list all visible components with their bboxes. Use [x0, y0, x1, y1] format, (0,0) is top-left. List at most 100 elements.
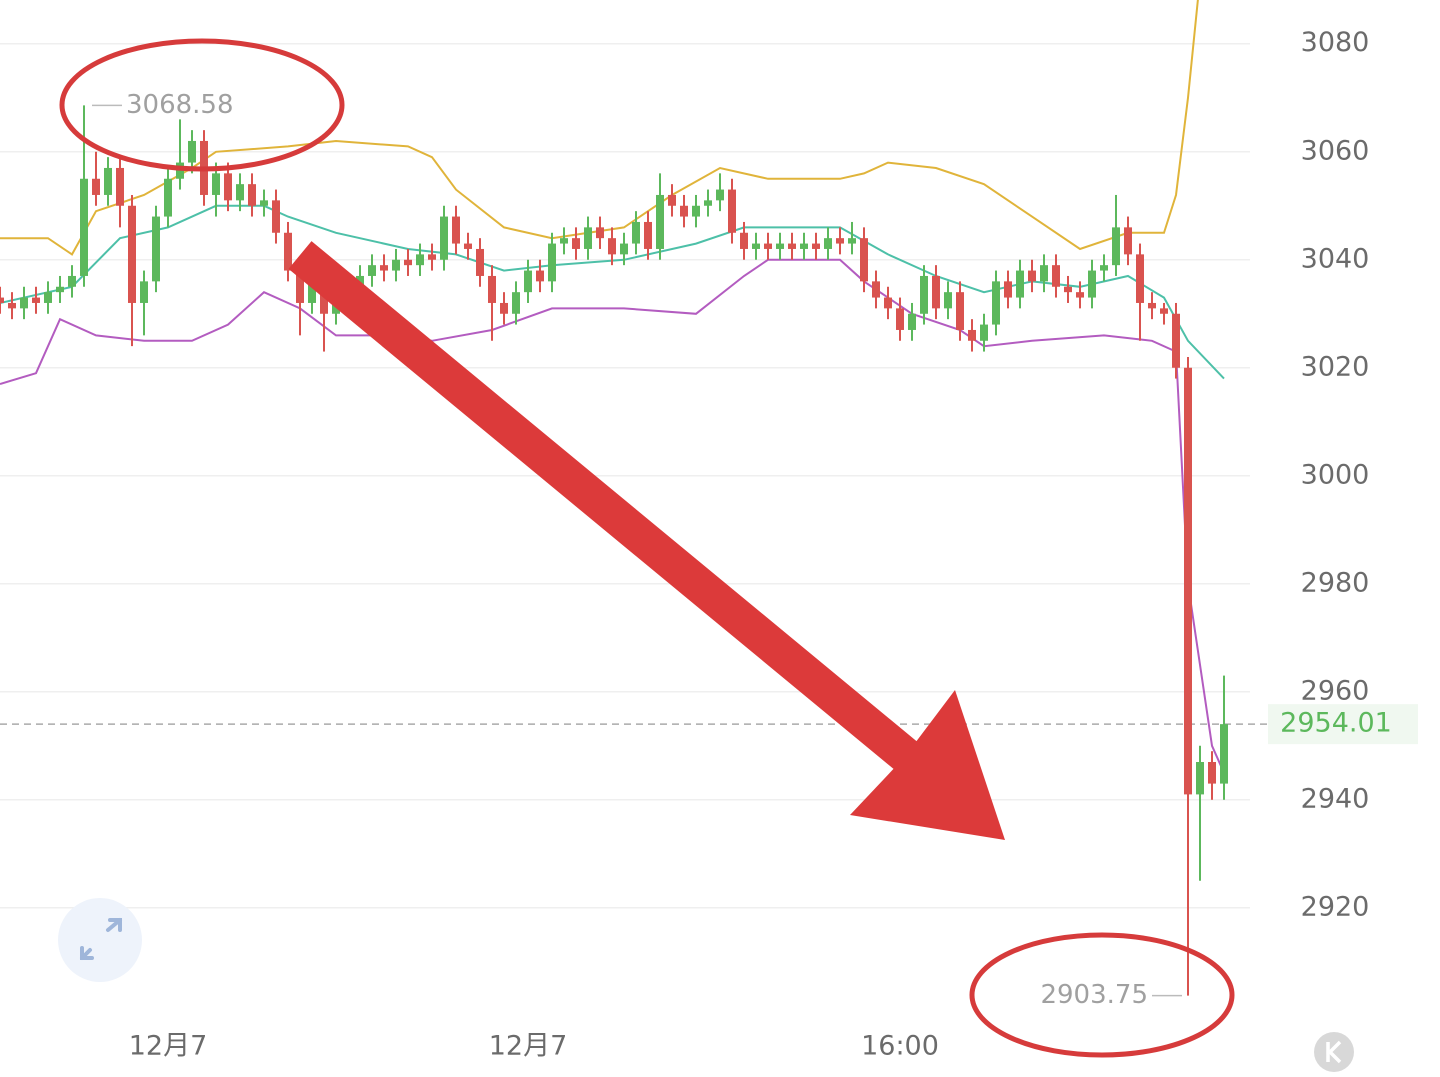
candle-body [968, 329, 976, 341]
candle-body [596, 227, 604, 239]
grid [0, 42, 1268, 909]
candle-body [248, 184, 256, 206]
candle-body [980, 324, 988, 341]
candle-body [476, 248, 484, 276]
candle-body [956, 292, 964, 330]
band-line [0, 258, 1225, 774]
candle-body [128, 205, 136, 303]
candle-body [1100, 265, 1108, 271]
candle-body [500, 302, 508, 314]
candle-body [380, 265, 388, 271]
candle-body [452, 216, 460, 244]
candle-body [788, 243, 796, 249]
candle-body [92, 178, 100, 195]
candle-body [944, 292, 952, 309]
candle-body [260, 200, 268, 206]
y-tick-label: 3020 [1301, 351, 1370, 382]
candle-body [224, 173, 232, 201]
high-annotation: 3068.58 [126, 90, 234, 120]
candle-body [8, 302, 16, 309]
candle-body [632, 221, 640, 244]
candle-body [32, 297, 40, 303]
y-tick-label: 3040 [1301, 243, 1370, 274]
candle-body [1088, 270, 1096, 298]
candle-body [1016, 270, 1024, 298]
candle-body [620, 243, 628, 255]
candle-body [1040, 265, 1048, 282]
candle-body [68, 275, 76, 287]
trend-arrow [288, 241, 1005, 841]
candle-body [680, 205, 688, 217]
candle-body [1028, 270, 1036, 282]
y-tick-label: 3060 [1301, 135, 1370, 166]
candle-body [668, 194, 676, 206]
y-tick-label: 2960 [1301, 675, 1370, 706]
candle-body [272, 200, 280, 233]
candle-body [1064, 286, 1072, 293]
candle-body [836, 238, 844, 244]
candle-body [716, 189, 724, 201]
candle-body [164, 178, 172, 217]
candle-body [44, 292, 52, 303]
candle-body [848, 238, 856, 244]
candle-body [1136, 254, 1144, 303]
candle-body [860, 238, 868, 282]
candle-body [308, 281, 316, 303]
candle-body [584, 227, 592, 249]
candle-body [80, 178, 88, 276]
candle-body [1052, 265, 1060, 287]
candle-body [752, 243, 760, 249]
candle-body [560, 238, 568, 244]
candle-body [488, 275, 496, 303]
candle-body [800, 243, 808, 249]
candle-body [824, 238, 832, 249]
candle-body [20, 297, 28, 309]
last-price-tag [1268, 704, 1418, 745]
candle-body [1172, 313, 1180, 368]
candle-body [608, 238, 616, 255]
candle-body [416, 254, 424, 266]
candle-body [548, 243, 556, 282]
candle-body [1196, 761, 1204, 795]
highlight-circle [969, 932, 1235, 1058]
y-tick-label: 2920 [1301, 891, 1370, 922]
candle-body [428, 254, 436, 260]
candle-body [152, 216, 160, 282]
candle-body [104, 167, 112, 195]
candle-body [812, 243, 820, 249]
candle-body [512, 292, 520, 314]
candle-body [656, 194, 664, 249]
candle-body [884, 297, 892, 309]
candle-body [188, 140, 196, 163]
kline-button[interactable] [1314, 1032, 1354, 1072]
candle-body [1076, 292, 1084, 298]
candle-body [992, 281, 1000, 325]
candle-body [536, 270, 544, 282]
candle-body [0, 297, 4, 303]
candle-body [1160, 308, 1168, 314]
candle-body [572, 238, 580, 249]
candle-body [932, 275, 940, 309]
y-tick-label: 3080 [1301, 27, 1370, 58]
candle-body [776, 243, 784, 249]
candle-body [212, 173, 220, 195]
candle-body [704, 200, 712, 206]
candle-body [1004, 281, 1012, 298]
candle-body [692, 205, 700, 217]
candle-body [764, 243, 772, 249]
last-price-label: 2954.01 [1280, 708, 1392, 739]
expand-button[interactable] [58, 898, 142, 982]
candle-body [896, 308, 904, 330]
candle-body [728, 189, 736, 233]
low-annotation: 2903.75 [1040, 980, 1148, 1010]
labels: 2920 2940 2960 2980 3000 3020 3040 3060 3080 12月7… [92, 27, 1418, 1062]
candle-body [296, 270, 304, 303]
candle-body [140, 281, 148, 303]
x-tick-label: 16:00 [861, 1031, 939, 1062]
candle-body [116, 167, 124, 206]
candle-body [908, 313, 916, 330]
candle-body [740, 232, 748, 249]
candle-body [1184, 367, 1192, 795]
candle-body [644, 221, 652, 249]
